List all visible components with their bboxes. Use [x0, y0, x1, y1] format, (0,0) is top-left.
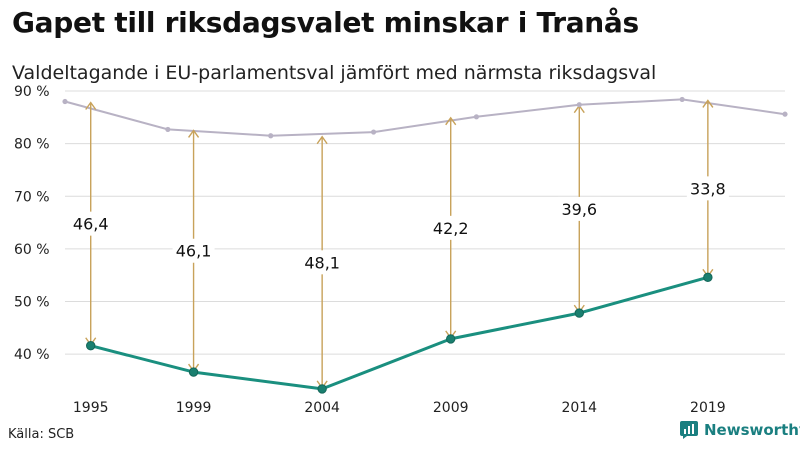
gap-label-bg: [301, 250, 344, 275]
eu-election-point: [574, 308, 584, 318]
series-points: [62, 96, 788, 394]
eu-election-line: [90, 275, 709, 391]
y-tick-label: 50 %: [14, 295, 50, 311]
brand-name: Newsworthy: [704, 421, 800, 439]
y-tick-label: 40 %: [14, 347, 50, 363]
gap-label-bg: [172, 238, 215, 263]
gap-label-bg: [69, 211, 112, 236]
gap-arrow-head-top: [445, 116, 457, 126]
eu-election-point: [317, 384, 327, 394]
y-tick-label: 60 %: [14, 242, 50, 258]
series-lines: [64, 98, 786, 391]
riksdag-election-point: [576, 102, 582, 108]
gap-label: 48,1: [301, 250, 344, 275]
riksdag-election-line: [64, 98, 786, 137]
chart-subtitle: Valdeltagande i EU-parlamentsval jämfört…: [12, 62, 657, 84]
gap-label-text: 42,2: [433, 219, 469, 238]
y-axis-ticks: 40 % 50 % 60 % 70 % 80 % 90 %: [14, 84, 50, 363]
riksdag-election-point: [782, 111, 788, 117]
newsworthy-icon: [680, 421, 698, 439]
gap-arrow-head-top: [85, 101, 97, 110]
x-tick-label: 2019: [690, 400, 726, 416]
eu-election-point: [703, 272, 713, 283]
riksdag-election-point: [473, 114, 480, 120]
y-tick-label: 90 %: [14, 84, 50, 100]
gap-label: 46,1: [172, 238, 215, 263]
gap-labels: 46,4 46,1 48,1 42,2 39,6 33,8: [69, 176, 729, 275]
x-tick-label: 2004: [304, 400, 340, 416]
gap-label: 39,6: [558, 196, 601, 221]
riksdag-election-point: [268, 133, 274, 139]
gap-label: 33,8: [686, 176, 729, 201]
riksdag-election-point: [679, 96, 685, 103]
gap-label-text: 46,1: [176, 242, 212, 261]
riksdag-election-point: [165, 126, 171, 133]
eu-election-point: [446, 334, 456, 344]
gap-arrow-head-top: [702, 99, 714, 108]
riksdag-election-point: [370, 129, 377, 135]
x-tick-label: 1999: [176, 400, 212, 416]
source-label: Källa: SCB: [8, 427, 75, 442]
brand-logo: Newsworthy: [680, 421, 800, 439]
x-axis-ticks: 1995 1999 2004 2009 2014 2019: [73, 400, 726, 416]
y-tick-label: 80 %: [14, 137, 50, 153]
gap-label: 46,4: [69, 211, 112, 236]
gap-label: 42,2: [429, 215, 472, 240]
x-tick-label: 2009: [433, 400, 469, 416]
gap-label-text: 39,6: [561, 200, 597, 219]
eu-election-point: [86, 341, 96, 351]
x-tick-label: 2014: [561, 400, 597, 416]
gap-label-text: 46,4: [73, 215, 109, 234]
gap-label-text: 48,1: [304, 253, 340, 272]
gap-label-text: 33,8: [690, 179, 726, 198]
riksdag-election-point: [62, 98, 68, 105]
gap-label-bg: [558, 196, 601, 221]
gap-label-bg: [686, 176, 729, 201]
y-tick-label: 70 %: [14, 189, 50, 205]
gap-label-bg: [429, 215, 472, 240]
eu-election-point: [188, 367, 199, 377]
grid-lines: [65, 90, 785, 355]
gap-arrow-head-top: [316, 135, 328, 145]
x-tick-label: 1995: [73, 400, 109, 416]
gap-arrow-head-top: [188, 129, 200, 138]
chart-title: Gapet till riksdagsvalet minskar i Tranå…: [12, 6, 639, 39]
